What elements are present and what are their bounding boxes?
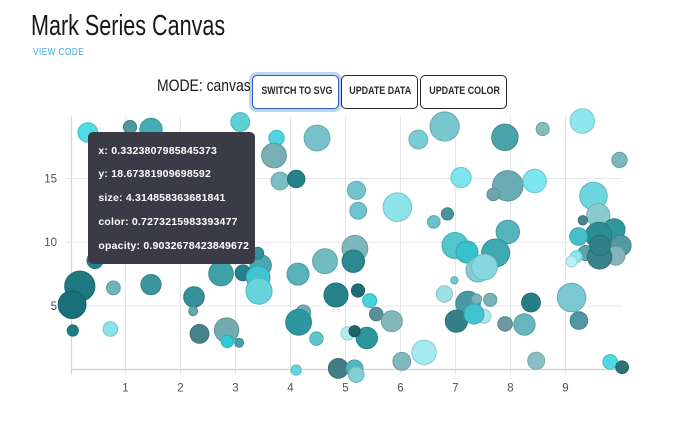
svg-text:10: 10 xyxy=(44,237,57,249)
svg-text:15: 15 xyxy=(44,174,57,186)
svg-text:5: 5 xyxy=(51,301,57,313)
svg-text:7: 7 xyxy=(452,383,458,395)
svg-text:3: 3 xyxy=(232,383,238,395)
svg-text:2: 2 xyxy=(177,383,183,395)
svg-text:8: 8 xyxy=(507,383,513,395)
svg-text:9: 9 xyxy=(562,383,568,395)
svg-text:5: 5 xyxy=(342,383,348,395)
svg-text:1: 1 xyxy=(122,383,128,395)
svg-text:6: 6 xyxy=(397,383,403,395)
svg-text:4: 4 xyxy=(287,383,294,395)
